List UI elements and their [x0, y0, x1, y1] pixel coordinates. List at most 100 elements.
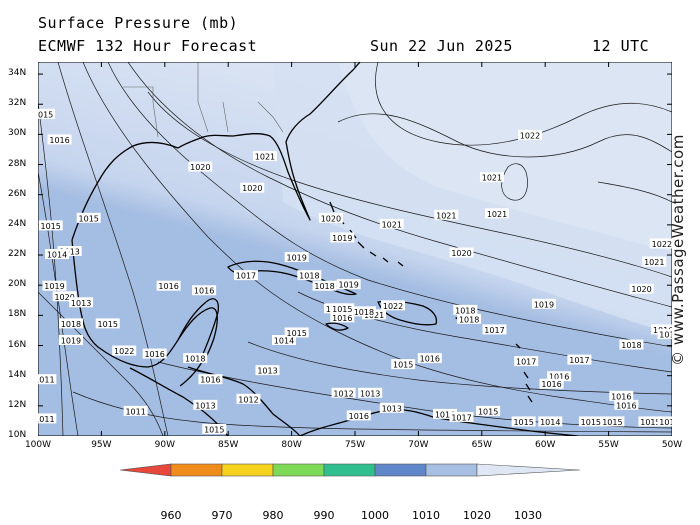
- isobar-value-label: 1016: [198, 374, 223, 385]
- isobar-label-text: 1020: [190, 163, 210, 172]
- isobar-value-label: 1022: [649, 238, 672, 249]
- isobar-label-bg: [284, 327, 309, 338]
- lon-label: 55W: [598, 440, 619, 450]
- isobar-label-bg: [58, 318, 83, 329]
- isobar-label-bg: [38, 413, 57, 424]
- isobar-label-text: 1018: [185, 355, 205, 364]
- lat-label: 34N: [8, 68, 27, 79]
- legend-arrow-low: [119, 463, 172, 477]
- legend-label: 1030: [514, 509, 542, 522]
- isobar-value-label: 1018: [457, 313, 482, 324]
- isobar-label-bg: [255, 365, 280, 376]
- isobar-value-label: 1021: [252, 151, 277, 162]
- isobar-label-text: 1011: [38, 376, 55, 385]
- isobar-label-text: 1020: [242, 184, 262, 193]
- isobar-value-label: 1016: [330, 312, 355, 323]
- isobar-value-label: 1019: [531, 298, 556, 309]
- isobar-label-text: 1016: [420, 355, 440, 364]
- isobar-label-bg: [38, 374, 57, 385]
- isobar-label-bg: [614, 399, 639, 410]
- isobar-value-label: 1016: [609, 390, 634, 401]
- isobar-value-label: 1011: [123, 405, 148, 416]
- isobar-value-label: 1017: [449, 411, 474, 422]
- isobar-label-text: 1011: [125, 407, 145, 416]
- legend-label: 1000: [361, 509, 389, 522]
- isobar-value-label: 1019: [284, 252, 309, 263]
- isobar-label-text: 1019: [534, 300, 554, 309]
- legend-label: 990: [313, 509, 335, 522]
- isobar-value-label: 1012: [236, 393, 261, 404]
- isobar-label-text: 1022: [114, 347, 134, 356]
- isobar-label-text: 1021: [644, 258, 664, 267]
- isobar-value-label: 1011: [38, 413, 57, 424]
- isobar-label-bg: [358, 387, 383, 398]
- isobar-label-text: 1018: [354, 308, 374, 317]
- map-title: Surface Pressure (mb): [38, 14, 239, 32]
- isobar-label-bg: [449, 411, 474, 422]
- lon-label: 80W: [281, 440, 302, 450]
- isobar-label-text: 1015: [38, 110, 53, 119]
- isobar-label-text: 1015: [286, 329, 306, 338]
- isobar-value-label: 1020: [188, 161, 213, 172]
- isobar-value-label: 1016: [142, 348, 167, 359]
- isobar-value-label: 1018: [351, 306, 376, 317]
- isobar-label-text: 1021: [436, 211, 456, 220]
- legend-swatch: [221, 463, 274, 477]
- isobar-label-text: 1013: [360, 389, 380, 398]
- isobar-value-label: 1015: [38, 108, 56, 119]
- isobar-label-bg: [38, 108, 56, 119]
- isobar-label-bg: [449, 247, 474, 258]
- lon-label: 70W: [408, 440, 429, 450]
- isobar-label-bg: [379, 218, 404, 229]
- isobar-label-bg: [188, 161, 213, 172]
- isobar-label-text: 1017: [516, 358, 536, 367]
- isobar-label-text: 1013: [382, 404, 402, 413]
- isobar-label-bg: [38, 220, 63, 231]
- lat-label: 32N: [8, 98, 27, 109]
- isobar-value-label: 1013: [193, 399, 218, 410]
- isobar-label-text: 1013: [195, 401, 215, 410]
- isobar-label-bg: [202, 423, 227, 434]
- isobar-label-bg: [485, 208, 510, 219]
- isobar-label-text: 1017: [484, 326, 504, 335]
- isobar-label-bg: [511, 416, 536, 427]
- isobar-label-bg: [336, 279, 361, 290]
- isobar-label-bg: [95, 318, 120, 329]
- lat-label: 10N: [8, 430, 27, 440]
- isobar-label-text: 1016: [435, 410, 455, 419]
- isobar-label-text: 1015: [393, 361, 413, 370]
- legend-label: 980: [262, 509, 284, 522]
- isobar-value-label: 1013: [57, 246, 82, 257]
- isobar-label-text: 1016: [349, 412, 369, 421]
- lat-label: 26N: [8, 188, 27, 199]
- isobar-label-bg: [193, 399, 218, 410]
- isobar-label-text: 1019: [61, 336, 81, 345]
- isobar-value-label: 1012: [331, 387, 356, 398]
- lat-label: 16N: [8, 339, 27, 350]
- isobar-value-label: 1019: [330, 232, 355, 243]
- legend-label: 960: [160, 509, 182, 522]
- isobar-label-bg: [52, 291, 77, 302]
- isobar-label-text: 1012: [333, 389, 353, 398]
- isobar-label-text: 1013: [257, 367, 277, 376]
- isobar-label-text: 1021: [482, 174, 502, 183]
- isobar-label-bg: [236, 393, 261, 404]
- isobar-value-label: 1017: [567, 354, 592, 365]
- isobar-label-bg: [642, 256, 667, 267]
- isobar-label-text: 1014: [274, 336, 294, 345]
- isobar-value-label: 1016: [47, 134, 72, 145]
- lon-label: 95W: [91, 440, 112, 450]
- isobar-value-label: 1019: [336, 279, 361, 290]
- isobar-label-text: 1016: [158, 282, 178, 291]
- isobar-value-label: 1020: [449, 247, 474, 258]
- lon-label: 65W: [471, 440, 492, 450]
- isobar-label-text: 1015: [98, 320, 118, 329]
- isobar-label-bg: [312, 280, 337, 291]
- isobar-value-label: 1016: [156, 280, 181, 291]
- isobar-value-label: 1016: [417, 353, 442, 364]
- isobar-label-bg: [69, 297, 94, 308]
- isobar-label-text: 1014: [47, 251, 67, 260]
- isobar-label-bg: [538, 416, 563, 427]
- legend-color-bar: [119, 463, 581, 477]
- isobar-label-bg: [514, 356, 539, 367]
